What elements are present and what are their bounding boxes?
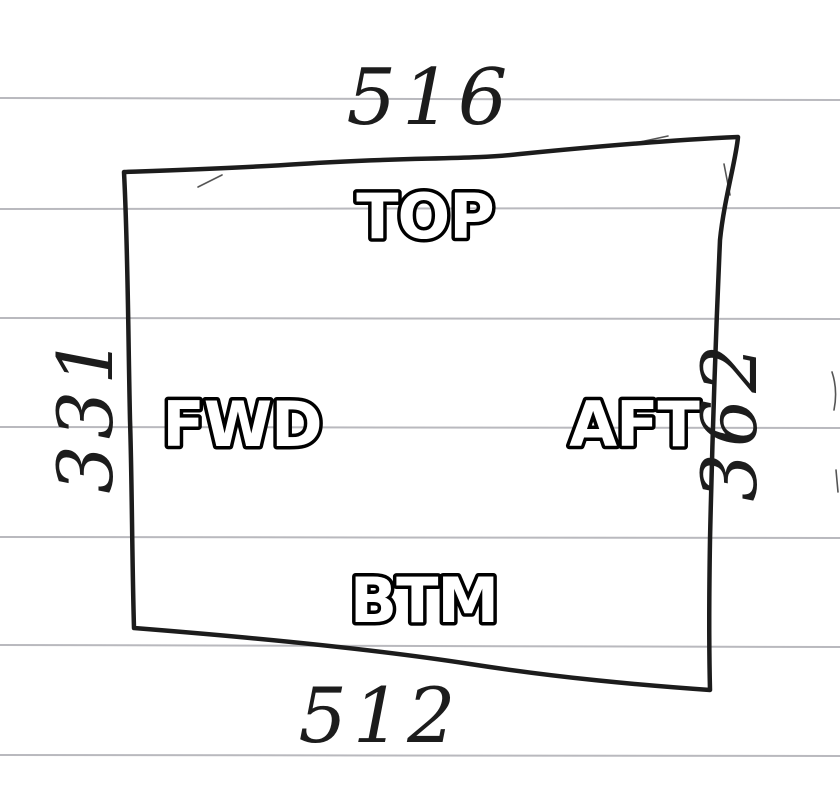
box-outline: [121, 134, 741, 693]
face-label-top: TOP: [356, 180, 493, 253]
dimension-right: 362: [685, 338, 774, 501]
dimension-top: 516: [347, 53, 514, 143]
dimension-bottom: 512: [298, 671, 461, 760]
dimension-left: 331: [41, 330, 130, 493]
face-label-bottom: BTM: [350, 564, 498, 637]
face-label-aft: AFT: [569, 388, 699, 461]
ruled-lines: [0, 97, 840, 757]
face-label-forward: FWD: [162, 388, 321, 461]
